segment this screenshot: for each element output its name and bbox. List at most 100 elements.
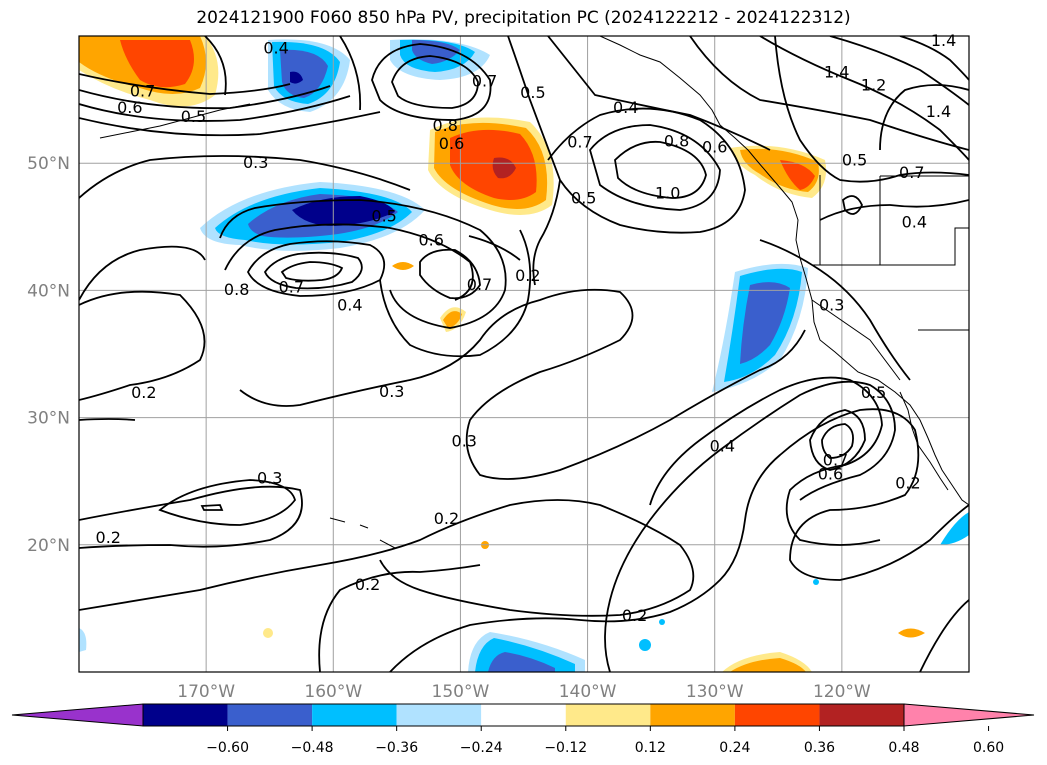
lat-tick-label: 30°N <box>27 409 70 429</box>
contour-label: 0.7 <box>472 72 497 91</box>
svg-text:0.2: 0.2 <box>622 606 647 625</box>
pv-contour-line <box>79 95 351 122</box>
svg-text:1.4: 1.4 <box>931 31 956 50</box>
graticule <box>79 36 969 672</box>
colorbar-tick-label: 0.12 <box>635 740 666 756</box>
pv-contour-line <box>79 418 136 421</box>
lat-tick-label: 20°N <box>27 536 70 556</box>
svg-text:1.2: 1.2 <box>861 75 886 94</box>
colorbar-segment <box>734 704 820 726</box>
colorbar: −0.60 −0.48 −0.36 −0.24 −0.12 0.12 0.24 0.36 0.4… <box>11 703 1035 756</box>
contour-label: 0.7 <box>467 275 492 294</box>
state-border <box>812 227 969 266</box>
map-title: 2024121900 F060 850 hPa PV, precipitatio… <box>196 8 851 28</box>
pv-contour-line <box>224 223 474 301</box>
pv-contour-line <box>200 504 224 511</box>
contour-label: 0.6 <box>418 231 443 250</box>
pv-contours <box>79 36 969 672</box>
pv-contour-line <box>79 111 381 137</box>
pv-contour-line <box>419 248 481 300</box>
contour-label: 1.2 <box>861 75 886 94</box>
contour-label: 0.7 <box>823 451 848 470</box>
contour-label: 0.2 <box>131 383 156 402</box>
svg-text:0.7: 0.7 <box>279 278 304 297</box>
svg-text:0.6: 0.6 <box>818 465 843 484</box>
colorbar-tick-label: −0.12 <box>544 740 587 756</box>
contour-label: 0.5 <box>571 189 596 208</box>
contour-label: 0.3 <box>819 295 844 314</box>
precip-negative-region <box>659 619 665 625</box>
pv-contour-line <box>79 73 291 95</box>
precip-negative-region <box>412 40 460 64</box>
precip-shading <box>79 36 969 672</box>
svg-text:0.4: 0.4 <box>710 437 735 456</box>
svg-text:0.7: 0.7 <box>567 133 592 152</box>
state-border <box>811 299 901 381</box>
pv-contour-line <box>79 85 331 110</box>
pv-contour-line <box>280 261 344 282</box>
precip-negative-region <box>79 628 87 652</box>
pv-contour-line <box>507 36 746 234</box>
pv-contour-line <box>689 36 969 151</box>
svg-text:0.2: 0.2 <box>131 383 156 402</box>
svg-text:0.2: 0.2 <box>895 473 920 492</box>
svg-text:1.4: 1.4 <box>824 63 849 82</box>
pv-contour-line <box>318 564 481 672</box>
svg-text:0.3: 0.3 <box>379 382 404 401</box>
contour-label: 0.6 <box>117 98 142 117</box>
lon-tick-label: 130°W <box>686 682 744 702</box>
precip-positive-region <box>492 157 516 179</box>
pv-contour-line <box>919 599 969 672</box>
svg-text:0.8: 0.8 <box>432 116 457 135</box>
precip-negative-region <box>940 512 969 545</box>
lon-tick-label: 160°W <box>304 682 362 702</box>
contour-label: 1.4 <box>926 102 951 121</box>
svg-text:0.3: 0.3 <box>243 153 268 172</box>
contour-label: 0.4 <box>613 98 638 117</box>
lon-tick-label: 170°W <box>177 682 235 702</box>
contour-label: 1.0 <box>655 183 680 202</box>
contour-labels: 0.40.70.6 0.50.70.50.41.41.41.21.40.80.6 0… <box>96 31 957 625</box>
map-frame <box>78 35 970 673</box>
contour-label: 0.2 <box>96 528 121 547</box>
pv-contour-line <box>842 195 863 215</box>
svg-text:0.4: 0.4 <box>263 38 288 57</box>
lon-tick-label: 140°W <box>559 682 617 702</box>
pv-contour-line <box>246 240 386 297</box>
precip-positive-region <box>392 262 414 270</box>
pv-contour-line <box>589 124 721 211</box>
contour-label: 0.2 <box>622 606 647 625</box>
pv-contour-line <box>158 479 296 526</box>
contour-label: 0.8 <box>224 280 249 299</box>
contour-label: 1.4 <box>824 63 849 82</box>
pv-contour-line <box>79 485 303 549</box>
svg-text:0.8: 0.8 <box>664 131 689 150</box>
precip-negative-region <box>280 49 328 98</box>
contour-label: 0.4 <box>902 213 927 232</box>
pv-contour-line <box>204 36 227 96</box>
pv-contour-line <box>899 36 969 81</box>
colorbar-segment <box>819 704 904 726</box>
contour-label: 0.7 <box>567 133 592 152</box>
contour-label: 0.7 <box>279 278 304 297</box>
pv-contour-line <box>79 290 206 401</box>
pv-contour-line <box>829 36 969 106</box>
contour-label: 0.7 <box>130 82 155 101</box>
contour-label: 0.5 <box>371 206 396 225</box>
svg-text:0.3: 0.3 <box>452 431 477 450</box>
precip-negative-region <box>488 652 555 672</box>
hawaii-islands <box>329 517 396 549</box>
pv-contour-line <box>759 239 911 381</box>
precip-negative-region <box>290 71 303 84</box>
precip-positive-region <box>780 160 815 190</box>
svg-text:0.4: 0.4 <box>613 98 638 117</box>
contour-label: 0.3 <box>257 468 282 487</box>
contour-label: 0.8 <box>432 116 457 135</box>
svg-text:0.3: 0.3 <box>819 295 844 314</box>
svg-text:0.3: 0.3 <box>257 468 282 487</box>
contour-label: 0.3 <box>452 431 477 450</box>
pv-contour-line <box>547 36 771 151</box>
pv-contour-line <box>649 376 883 546</box>
colorbar-segment <box>396 704 482 726</box>
